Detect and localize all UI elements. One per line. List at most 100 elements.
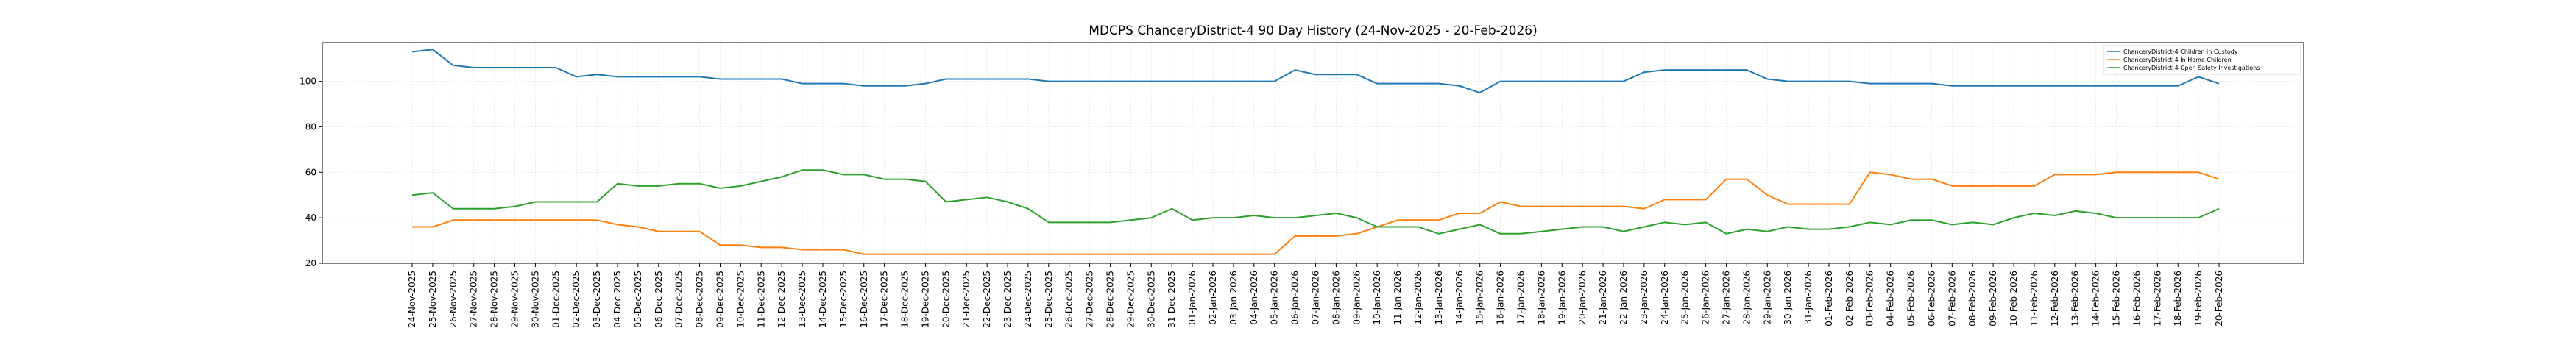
x-tick-label: 08-Feb-2026 xyxy=(1967,271,1978,327)
x-tick-label: 26-Nov-2025 xyxy=(448,271,459,328)
plot-frame xyxy=(322,42,2304,264)
y-axis: 20 40 60 80 100 xyxy=(300,76,322,268)
x-tick-label: 19-Jan-2026 xyxy=(1557,271,1567,325)
series-line xyxy=(411,49,2220,94)
x-tick-label: 26-Dec-2025 xyxy=(1064,271,1075,328)
x-tick-label: 17-Feb-2026 xyxy=(2152,271,2162,327)
y-tick-label: 100 xyxy=(300,76,316,87)
series-lines xyxy=(411,49,2220,255)
x-tick-label: 07-Feb-2026 xyxy=(1947,271,1957,327)
x-tick-label: 30-Jan-2026 xyxy=(1783,271,1793,325)
x-tick-label: 02-Feb-2026 xyxy=(1844,271,1855,327)
x-tick-label: 15-Jan-2026 xyxy=(1475,271,1485,325)
x-tick-label: 04-Feb-2026 xyxy=(1886,271,1896,327)
x-tick-label: 17-Jan-2026 xyxy=(1515,271,1526,325)
x-tick-label: 13-Dec-2025 xyxy=(797,271,807,328)
x-tick-label: 16-Dec-2025 xyxy=(859,271,869,328)
y-tick-label: 20 xyxy=(305,258,316,268)
x-tick-label: 22-Jan-2026 xyxy=(1618,271,1629,325)
y-tick-label: 80 xyxy=(305,121,316,132)
x-tick-label: 10-Jan-2026 xyxy=(1372,271,1382,325)
x-tick-label: 10-Dec-2025 xyxy=(735,271,746,328)
x-tick-label: 20-Jan-2026 xyxy=(1577,271,1588,325)
x-tick-label: 06-Dec-2025 xyxy=(654,271,664,328)
x-tick-label: 18-Jan-2026 xyxy=(1536,271,1546,325)
x-tick-label: 16-Jan-2026 xyxy=(1496,271,1506,325)
x-tick-label: 23-Dec-2025 xyxy=(1002,271,1013,328)
x-tick-label: 09-Jan-2026 xyxy=(1351,271,1362,325)
x-tick-label: 08-Jan-2026 xyxy=(1331,271,1341,325)
x-tick-label: 31-Jan-2026 xyxy=(1803,271,1814,325)
x-tick-label: 08-Dec-2025 xyxy=(695,271,705,328)
x-tick-label: 28-Jan-2026 xyxy=(1741,271,1752,325)
x-tick-label: 03-Jan-2026 xyxy=(1228,271,1239,325)
x-tick-label: 01-Feb-2026 xyxy=(1824,271,1834,327)
x-tick-label: 29-Dec-2025 xyxy=(1125,271,1136,328)
legend-label: ChanceryDistrict-4 Children in Custody xyxy=(2123,49,2238,55)
x-tick-label: 18-Feb-2026 xyxy=(2173,271,2183,327)
x-tick-label: 02-Dec-2025 xyxy=(571,271,581,328)
x-tick-label: 31-Dec-2025 xyxy=(1167,271,1177,328)
legend-box xyxy=(2103,45,2301,75)
x-tick-label: 11-Dec-2025 xyxy=(756,271,766,328)
x-tick-label: 27-Jan-2026 xyxy=(1721,271,1731,325)
chart-title: MDCPS ChanceryDistrict-4 90 Day History … xyxy=(1089,24,1537,38)
x-tick-label: 15-Dec-2025 xyxy=(838,271,849,328)
x-tick-label: 20-Dec-2025 xyxy=(941,271,951,328)
x-tick-label: 24-Nov-2025 xyxy=(407,271,417,328)
x-tick-label: 28-Dec-2025 xyxy=(1105,271,1116,328)
x-tick-label: 22-Dec-2025 xyxy=(982,271,992,328)
x-tick-label: 03-Dec-2025 xyxy=(592,271,602,328)
x-tick-label: 07-Dec-2025 xyxy=(674,271,684,328)
x-tick-label: 25-Jan-2026 xyxy=(1680,271,1691,325)
legend-entry-investigations: ChanceryDistrict-4 Open Safety Investiga… xyxy=(2107,65,2260,71)
x-tick-label: 24-Dec-2025 xyxy=(1023,271,1033,328)
x-tick-label: 14-Feb-2026 xyxy=(2091,271,2101,327)
x-tick-label: 10-Feb-2026 xyxy=(2009,271,2019,327)
x-tick-label: 14-Dec-2025 xyxy=(818,271,828,328)
y-tick-label: 40 xyxy=(305,213,316,223)
x-tick-label: 19-Dec-2025 xyxy=(920,271,930,328)
x-tick-label: 01-Dec-2025 xyxy=(551,271,561,328)
legend: ChanceryDistrict-4 Children in Custody C… xyxy=(2103,45,2301,75)
x-tick-label: 07-Jan-2026 xyxy=(1311,271,1321,325)
x-tick-label: 29-Jan-2026 xyxy=(1762,271,1772,325)
series-line xyxy=(412,171,2220,255)
x-tick-label: 06-Feb-2026 xyxy=(1926,271,1936,327)
grid-lines xyxy=(322,43,2304,264)
x-tick-label: 11-Jan-2026 xyxy=(1393,271,1403,325)
x-axis: 24-Nov-2025 25-Nov-2025 26-Nov-2025 27-Nov-… xyxy=(407,263,2224,328)
x-tick-label: 04-Dec-2025 xyxy=(612,271,623,328)
x-tick-label: 13-Feb-2026 xyxy=(2070,271,2081,327)
x-tick-label: 18-Dec-2025 xyxy=(900,271,910,328)
x-tick-label: 05-Dec-2025 xyxy=(633,271,643,328)
x-tick-label: 09-Feb-2026 xyxy=(1988,271,1998,327)
x-tick-label: 23-Jan-2026 xyxy=(1639,271,1649,325)
x-tick-label: 05-Feb-2026 xyxy=(1906,271,1917,327)
x-tick-label: 24-Jan-2026 xyxy=(1660,271,1670,325)
legend-label: ChanceryDistrict-4 Open Safety Investiga… xyxy=(2123,65,2260,71)
x-tick-label: 13-Jan-2026 xyxy=(1434,271,1444,325)
x-tick-label: 02-Jan-2026 xyxy=(1208,271,1218,325)
x-tick-label: 27-Dec-2025 xyxy=(1085,271,1095,328)
x-tick-label: 01-Jan-2026 xyxy=(1187,271,1197,325)
x-tick-label: 14-Jan-2026 xyxy=(1454,271,1465,325)
y-tick-label: 60 xyxy=(305,167,316,177)
x-tick-label: 30-Nov-2025 xyxy=(530,271,540,328)
x-tick-label: 09-Dec-2025 xyxy=(715,271,725,328)
x-tick-label: 16-Feb-2026 xyxy=(2131,271,2142,327)
x-tick-label: 17-Dec-2025 xyxy=(880,271,890,328)
x-tick-label: 04-Jan-2026 xyxy=(1249,271,1259,325)
x-tick-label: 06-Jan-2026 xyxy=(1290,271,1301,325)
x-tick-label: 26-Jan-2026 xyxy=(1701,271,1711,325)
x-tick-label: 25-Dec-2025 xyxy=(1044,271,1054,328)
legend-label: ChanceryDistrict-4 In Home Children xyxy=(2123,57,2232,63)
x-tick-label: 05-Jan-2026 xyxy=(1270,271,1280,325)
x-tick-label: 29-Nov-2025 xyxy=(509,271,520,328)
x-tick-label: 12-Jan-2026 xyxy=(1413,271,1423,325)
x-tick-label: 21-Dec-2025 xyxy=(961,271,972,328)
x-tick-label: 21-Jan-2026 xyxy=(1598,271,1608,325)
x-tick-label: 03-Feb-2026 xyxy=(1865,271,1875,327)
legend-entry-in-home: ChanceryDistrict-4 In Home Children xyxy=(2107,57,2232,63)
